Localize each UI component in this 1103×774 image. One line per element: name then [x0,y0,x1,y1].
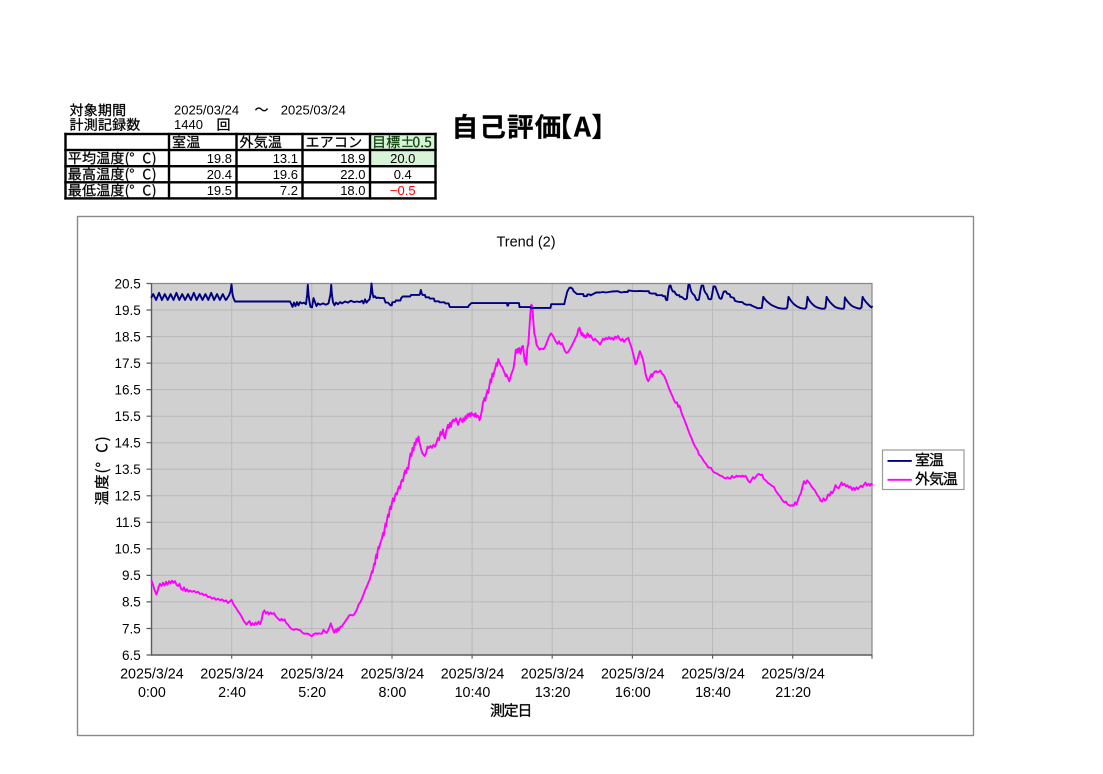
svg-text:2025/3/24: 2025/3/24 [601,666,665,682]
svg-text:7.2: 7.2 [280,183,298,198]
svg-text:13.5: 13.5 [115,462,141,477]
svg-text:7.5: 7.5 [122,621,141,636]
svg-text:10.5: 10.5 [115,542,141,557]
svg-text:16:00: 16:00 [615,685,651,701]
svg-text:2025/3/24: 2025/3/24 [120,666,184,682]
svg-text:19.8: 19.8 [207,151,232,166]
svg-text:2025/3/24: 2025/3/24 [280,666,344,682]
svg-text:13.1: 13.1 [273,151,298,166]
svg-text:8.5: 8.5 [122,595,141,610]
svg-text:18.5: 18.5 [115,329,141,344]
svg-text:20.0: 20.0 [390,151,415,166]
svg-text:14.5: 14.5 [115,436,141,451]
svg-text:19.5: 19.5 [207,183,232,198]
svg-text:15.5: 15.5 [115,409,141,424]
svg-text:2025/3/24: 2025/3/24 [441,666,505,682]
svg-text:0:00: 0:00 [138,685,166,701]
svg-text:19.5: 19.5 [115,303,141,318]
svg-text:5:20: 5:20 [298,685,326,701]
svg-text:2:40: 2:40 [218,685,246,701]
svg-text:8:00: 8:00 [378,685,406,701]
svg-text:20.5: 20.5 [115,276,141,291]
svg-text:2025/03/24: 2025/03/24 [174,103,239,118]
svg-text:1440: 1440 [174,117,203,132]
svg-text:2025/3/24: 2025/3/24 [681,666,745,682]
svg-text:12.5: 12.5 [115,489,141,504]
svg-text:11.5: 11.5 [116,515,141,530]
svg-text:18.9: 18.9 [340,151,365,166]
svg-text:0.4: 0.4 [394,167,412,182]
svg-text:22.0: 22.0 [340,167,365,182]
svg-text:Trend (2): Trend (2) [496,235,555,251]
svg-text:17.5: 17.5 [115,356,141,371]
svg-text:2025/3/24: 2025/3/24 [761,666,825,682]
svg-text:2025/03/24: 2025/03/24 [281,103,346,118]
svg-text:2025/3/24: 2025/3/24 [200,666,264,682]
svg-text:18:40: 18:40 [695,685,731,701]
svg-text:−0.5: −0.5 [390,183,416,198]
svg-text:21:20: 21:20 [775,685,811,701]
svg-text:18.0: 18.0 [340,183,365,198]
svg-text:19.6: 19.6 [273,167,298,182]
svg-text:20.4: 20.4 [207,167,232,182]
svg-text:2025/3/24: 2025/3/24 [521,666,585,682]
svg-text:2025/3/24: 2025/3/24 [361,666,425,682]
svg-text:16.5: 16.5 [115,382,141,397]
svg-text:9.5: 9.5 [122,568,141,583]
svg-text:13:20: 13:20 [535,685,571,701]
svg-text:6.5: 6.5 [122,648,141,663]
svg-text:10:40: 10:40 [455,685,491,701]
